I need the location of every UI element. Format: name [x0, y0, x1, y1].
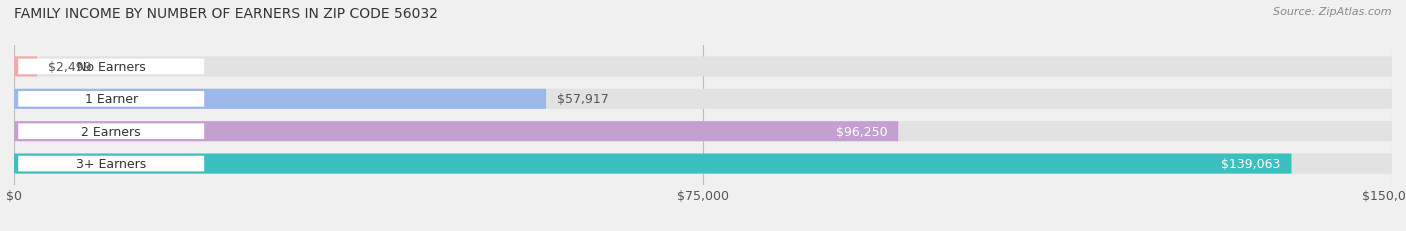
- FancyBboxPatch shape: [14, 154, 1392, 174]
- FancyBboxPatch shape: [14, 122, 1392, 142]
- Text: FAMILY INCOME BY NUMBER OF EARNERS IN ZIP CODE 56032: FAMILY INCOME BY NUMBER OF EARNERS IN ZI…: [14, 7, 437, 21]
- Text: 2 Earners: 2 Earners: [82, 125, 141, 138]
- Text: No Earners: No Earners: [77, 61, 146, 74]
- FancyBboxPatch shape: [18, 124, 204, 140]
- FancyBboxPatch shape: [14, 89, 546, 109]
- Text: 1 Earner: 1 Earner: [84, 93, 138, 106]
- FancyBboxPatch shape: [14, 89, 1392, 109]
- Text: $2,499: $2,499: [48, 61, 91, 74]
- Text: $57,917: $57,917: [557, 93, 609, 106]
- FancyBboxPatch shape: [14, 57, 1392, 77]
- FancyBboxPatch shape: [14, 122, 898, 142]
- Text: $139,063: $139,063: [1220, 157, 1281, 170]
- Text: Source: ZipAtlas.com: Source: ZipAtlas.com: [1274, 7, 1392, 17]
- Text: 3+ Earners: 3+ Earners: [76, 157, 146, 170]
- Text: $96,250: $96,250: [835, 125, 887, 138]
- FancyBboxPatch shape: [14, 154, 1292, 174]
- FancyBboxPatch shape: [18, 59, 204, 75]
- FancyBboxPatch shape: [18, 91, 204, 107]
- FancyBboxPatch shape: [18, 156, 204, 172]
- FancyBboxPatch shape: [14, 57, 37, 77]
